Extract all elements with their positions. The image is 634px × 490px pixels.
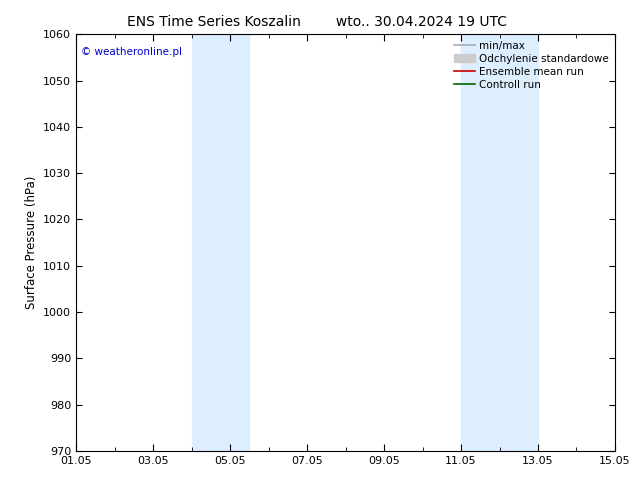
Text: © weatheronline.pl: © weatheronline.pl: [81, 47, 183, 57]
Legend: min/max, Odchylenie standardowe, Ensemble mean run, Controll run: min/max, Odchylenie standardowe, Ensembl…: [450, 36, 613, 94]
Y-axis label: Surface Pressure (hPa): Surface Pressure (hPa): [25, 176, 37, 309]
Bar: [191, 34, 249, 451]
Bar: [461, 34, 538, 451]
Text: ENS Time Series Koszalin        wto.. 30.04.2024 19 UTC: ENS Time Series Koszalin wto.. 30.04.202…: [127, 15, 507, 29]
